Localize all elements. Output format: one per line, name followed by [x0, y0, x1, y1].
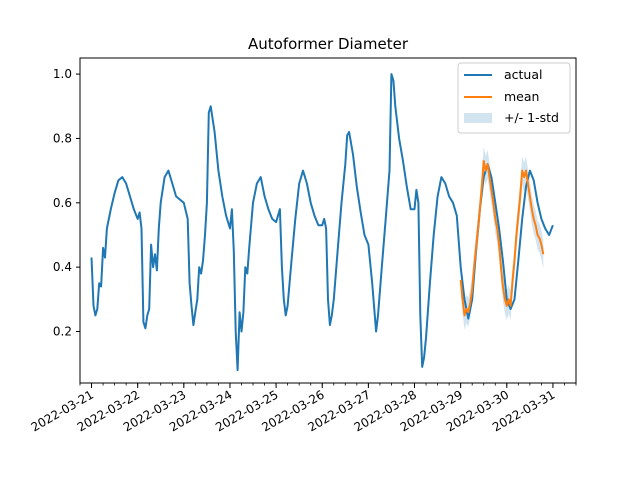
chart-title: Autoformer Diameter	[248, 35, 409, 53]
y-tick-label: 0.8	[53, 131, 72, 145]
legend: actual mean +/- 1-std	[457, 62, 571, 134]
legend-std-swatch	[464, 113, 492, 123]
legend-label-mean: mean	[504, 89, 539, 104]
axes-frame	[79, 57, 577, 384]
y-tick-label: 0.2	[53, 325, 72, 339]
series-actual-line	[90, 73, 554, 372]
y-tick-label: 0.6	[53, 196, 72, 210]
legend-label-actual: actual	[504, 67, 543, 82]
legend-box	[457, 62, 571, 134]
series-mean-line	[459, 160, 545, 317]
legend-label-std: +/- 1-std	[504, 110, 559, 125]
plot-area	[90, 73, 554, 372]
y-tick-label: 1.0	[53, 67, 72, 81]
y-tick-label: 0.4	[53, 260, 72, 274]
y-axis: 0.2 0.4 0.6 0.8 1.0	[53, 67, 80, 339]
